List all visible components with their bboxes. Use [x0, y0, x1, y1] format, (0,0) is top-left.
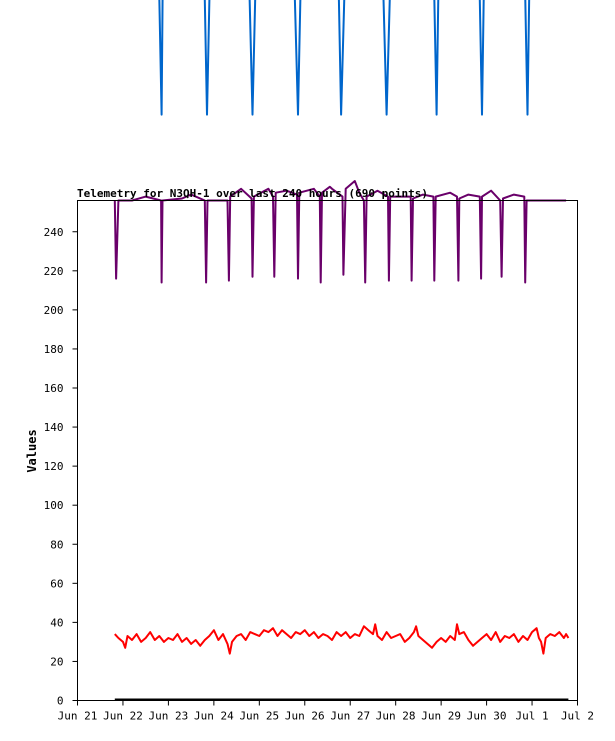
x-tick-label: Jul 2 — [561, 710, 594, 723]
y-tick-label: 60 — [50, 577, 63, 590]
x-tick-label: Jun 25 — [239, 710, 279, 723]
y-tick-label: 200 — [44, 304, 64, 317]
y-tick-label: 20 — [50, 655, 63, 668]
y-tick-label: 160 — [44, 382, 64, 395]
y-tick-label: 140 — [44, 421, 64, 434]
x-axis: Jun 21 Jun 22 Jun 23 Jun 24 Jun 25 Jun 26 Jun … — [58, 700, 594, 723]
x-tick-label: Jun 27 — [330, 710, 370, 723]
y-axis-title: Values — [25, 429, 39, 472]
y-tick-label: 0 — [57, 695, 64, 708]
series-line-2 — [114, 623, 570, 655]
y-axis: 0 20 40 60 80 100 120 140 160 180 200 220 240 — [44, 226, 78, 708]
y-tick-label: 100 — [44, 499, 64, 512]
y-tick-label: 80 — [50, 538, 63, 551]
y-tick-label: 240 — [44, 226, 64, 239]
series-line-0 — [158, 0, 531, 116]
chart-title: Telemetry for N3QH-1 over last 240 hours… — [77, 187, 428, 200]
series-line-1 — [113, 180, 567, 284]
x-tick-label: Jun 26 — [285, 710, 325, 723]
x-tick-label: Jun 22 — [103, 710, 143, 723]
series-layer — [113, 0, 570, 701]
y-tick-label: 180 — [44, 343, 64, 356]
x-tick-label: Jun 29 — [421, 710, 461, 723]
y-tick-label: 220 — [44, 265, 64, 278]
y-tick-label: 120 — [44, 460, 64, 473]
y-tick-label: 40 — [50, 616, 63, 629]
x-tick-label: Jul 1 — [515, 710, 548, 723]
x-tick-label: Jun 21 — [58, 710, 98, 723]
x-tick-label: Jun 23 — [149, 710, 189, 723]
plot-frame — [77, 200, 578, 701]
x-tick-label: Jun 24 — [194, 710, 234, 723]
x-tick-label: Jun 28 — [376, 710, 416, 723]
x-tick-label: Jun 30 — [467, 710, 507, 723]
